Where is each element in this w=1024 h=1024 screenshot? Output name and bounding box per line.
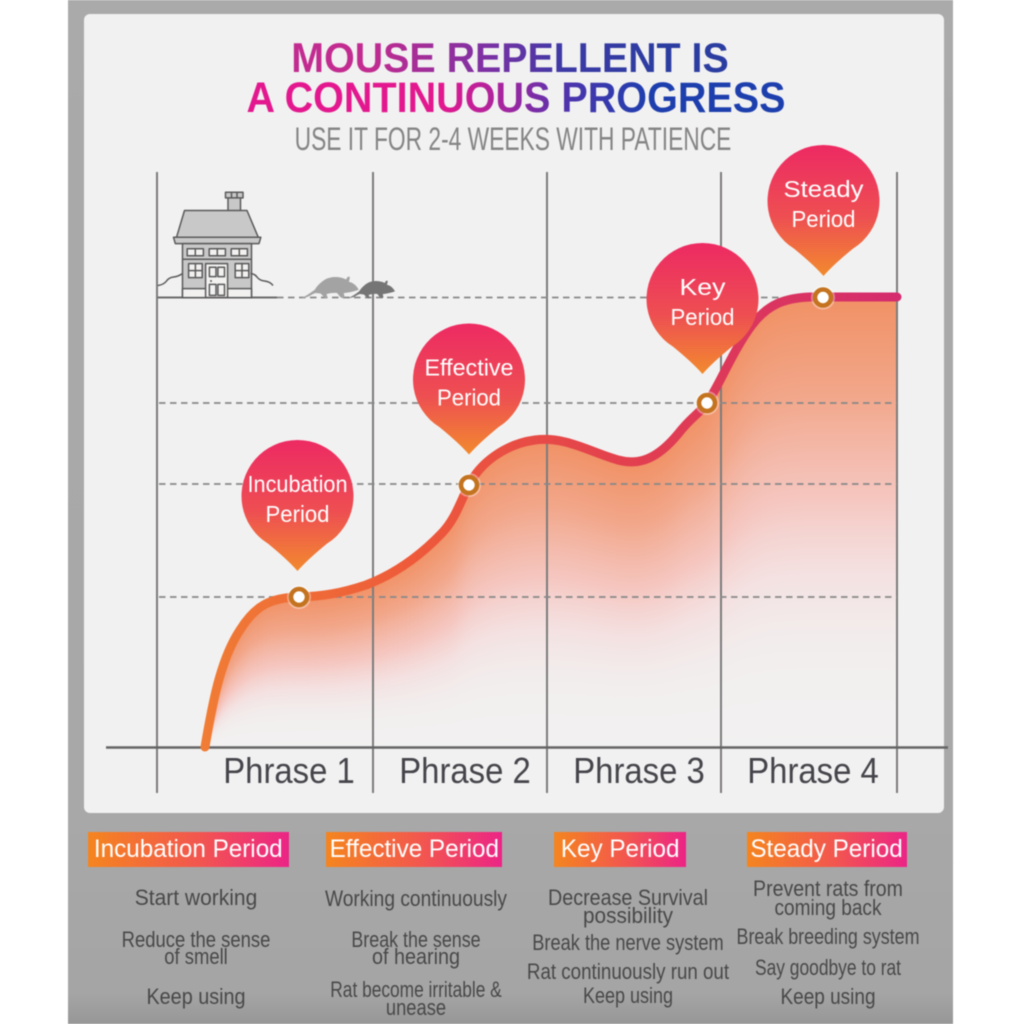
svg-text:Incubation: Incubation: [248, 471, 348, 497]
svg-text:Steady: Steady: [784, 176, 864, 202]
svg-text:Period: Period: [792, 206, 856, 232]
svg-text:Period: Period: [437, 385, 501, 411]
svg-text:Effective: Effective: [425, 355, 514, 381]
svg-text:Key: Key: [680, 274, 726, 300]
svg-text:Period: Period: [266, 501, 330, 527]
svg-text:Period: Period: [671, 304, 735, 330]
